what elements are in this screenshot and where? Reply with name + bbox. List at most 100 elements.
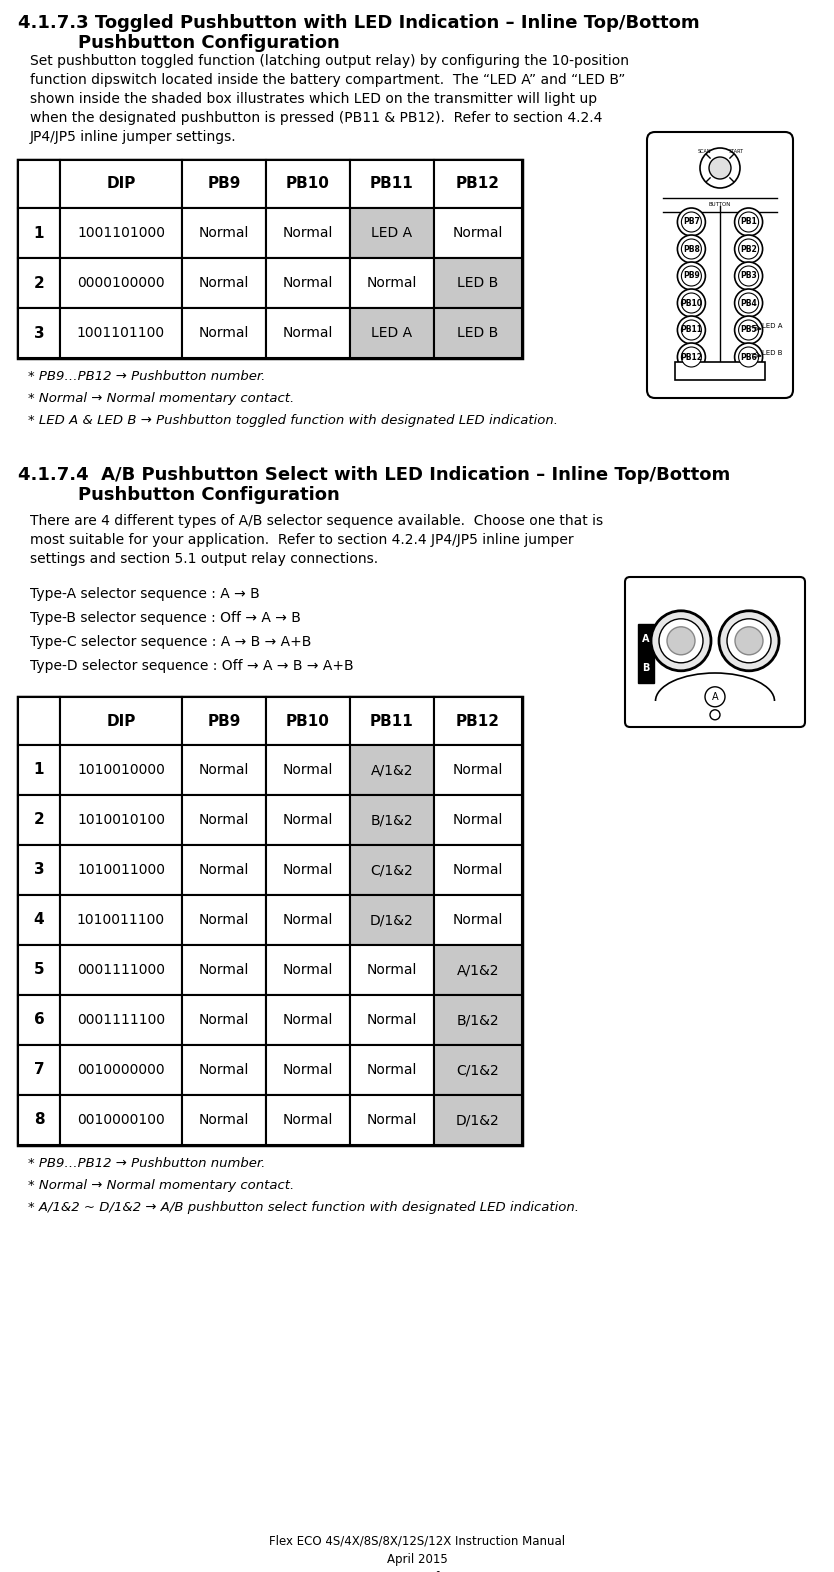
Bar	[18, 1045, 60, 1096]
Circle shape	[681, 347, 701, 366]
Text: LED B: LED B	[457, 325, 499, 340]
Text: 1010010000: 1010010000	[77, 762, 165, 777]
Circle shape	[681, 292, 701, 313]
Text: Normal: Normal	[198, 1063, 249, 1077]
Text: 4: 4	[33, 912, 44, 927]
Text: A: A	[642, 634, 650, 643]
Bar	[60, 846, 182, 894]
Circle shape	[739, 292, 759, 313]
FancyBboxPatch shape	[625, 577, 805, 726]
Text: A/1&2: A/1&2	[371, 762, 414, 777]
Bar	[60, 160, 182, 208]
Text: PB9: PB9	[208, 714, 241, 728]
Text: Normal: Normal	[367, 1012, 417, 1027]
Circle shape	[735, 208, 762, 236]
Text: 4.1.7.4  A/B Pushbutton Select with LED Indication – Inline Top/Bottom: 4.1.7.4 A/B Pushbutton Select with LED I…	[18, 465, 731, 484]
Text: Normal: Normal	[367, 277, 417, 289]
Bar	[350, 1045, 434, 1096]
Text: Normal: Normal	[283, 226, 334, 241]
Bar	[434, 258, 522, 308]
Text: Normal: Normal	[283, 325, 334, 340]
Text: PB5: PB5	[741, 325, 757, 335]
Circle shape	[735, 263, 762, 289]
Circle shape	[651, 612, 711, 671]
Circle shape	[705, 687, 725, 707]
Bar	[182, 894, 266, 945]
Circle shape	[677, 234, 706, 263]
Bar	[182, 258, 266, 308]
Circle shape	[727, 619, 771, 663]
Text: * PB9…PB12 → Pushbutton number.: * PB9…PB12 → Pushbutton number.	[28, 1157, 265, 1170]
Text: LED A: LED A	[762, 322, 783, 329]
Text: PB11: PB11	[370, 176, 414, 192]
Bar	[350, 846, 434, 894]
Text: 2: 2	[33, 275, 44, 291]
Bar	[434, 696, 522, 745]
Text: D/1&2: D/1&2	[370, 913, 414, 927]
Text: PB12: PB12	[456, 176, 500, 192]
Text: Normal: Normal	[283, 813, 334, 827]
Bar	[350, 995, 434, 1045]
Bar	[350, 308, 434, 358]
Circle shape	[677, 263, 706, 289]
Bar	[350, 745, 434, 795]
Bar	[182, 1096, 266, 1144]
Text: C/1&2: C/1&2	[370, 863, 414, 877]
Text: 1010011000: 1010011000	[77, 863, 165, 877]
Bar	[266, 745, 350, 795]
Bar	[350, 945, 434, 995]
Circle shape	[739, 321, 759, 340]
Bar	[266, 696, 350, 745]
Text: 1001101100: 1001101100	[77, 325, 165, 340]
Bar	[18, 696, 60, 745]
Bar	[18, 1096, 60, 1144]
Text: function dipswitch located inside the battery compartment.  The “LED A” and “LED: function dipswitch located inside the ba…	[30, 72, 626, 86]
Bar	[60, 945, 182, 995]
Text: Pushbutton Configuration: Pushbutton Configuration	[78, 35, 339, 52]
Bar	[434, 894, 522, 945]
Circle shape	[677, 316, 706, 344]
Bar	[266, 160, 350, 208]
Bar	[266, 846, 350, 894]
Text: PB7: PB7	[683, 217, 700, 226]
Bar	[18, 160, 60, 208]
Text: * Normal → Normal momentary contact.: * Normal → Normal momentary contact.	[28, 1179, 294, 1192]
Text: * LED A & LED B → Pushbutton toggled function with designated LED indication.: * LED A & LED B → Pushbutton toggled fun…	[28, 413, 558, 428]
Bar	[266, 945, 350, 995]
Circle shape	[681, 321, 701, 340]
Text: Normal: Normal	[367, 1063, 417, 1077]
Text: PB12: PB12	[681, 352, 702, 362]
Bar	[675, 362, 765, 380]
Bar	[182, 696, 266, 745]
Circle shape	[735, 627, 763, 656]
Bar	[182, 945, 266, 995]
Text: 1001101000: 1001101000	[77, 226, 165, 241]
Text: LED B: LED B	[457, 277, 499, 289]
Bar	[350, 160, 434, 208]
Text: Type-D selector sequence : Off → A → B → A+B: Type-D selector sequence : Off → A → B →…	[30, 659, 354, 673]
Text: * Normal → Normal momentary contact.: * Normal → Normal momentary contact.	[28, 391, 294, 406]
Text: PB11: PB11	[370, 714, 414, 728]
Bar	[18, 308, 60, 358]
Bar	[266, 258, 350, 308]
Bar	[434, 1045, 522, 1096]
Circle shape	[659, 619, 703, 663]
Text: * A/1&2 ~ D/1&2 → A/B pushbutton select function with designated LED indication.: * A/1&2 ~ D/1&2 → A/B pushbutton select …	[28, 1201, 579, 1214]
Bar	[18, 696, 522, 1144]
Bar	[60, 1096, 182, 1144]
Bar	[60, 795, 182, 846]
Text: Normal: Normal	[198, 863, 249, 877]
Text: 7: 7	[33, 1063, 44, 1077]
Bar	[266, 308, 350, 358]
Bar	[350, 258, 434, 308]
Text: BUTTON: BUTTON	[709, 201, 731, 208]
Bar	[434, 846, 522, 894]
Bar	[350, 696, 434, 745]
Text: B/1&2: B/1&2	[370, 813, 414, 827]
Text: * PB9…PB12 → Pushbutton number.: * PB9…PB12 → Pushbutton number.	[28, 369, 265, 384]
Text: Normal: Normal	[367, 964, 417, 978]
Bar	[266, 894, 350, 945]
Text: 1: 1	[33, 225, 44, 241]
Text: 1010010100: 1010010100	[77, 813, 165, 827]
Bar	[266, 995, 350, 1045]
